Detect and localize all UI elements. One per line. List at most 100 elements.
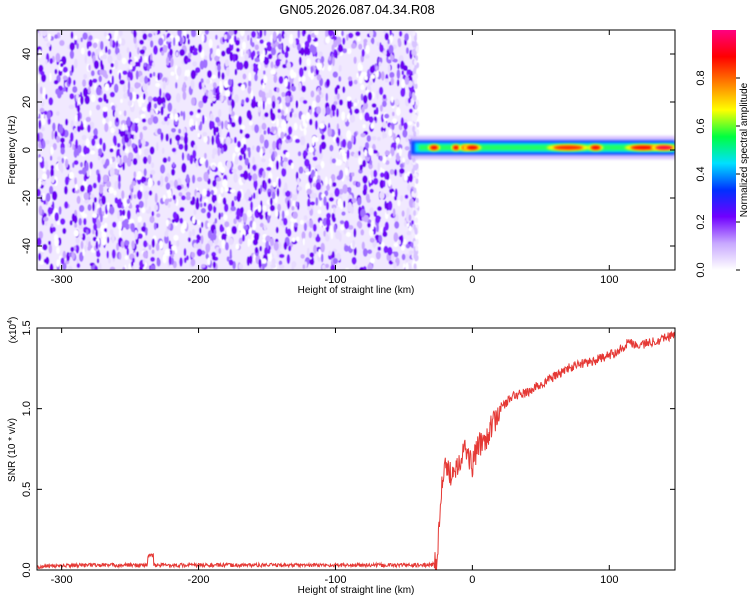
noise-speck bbox=[351, 172, 355, 177]
noise-speck bbox=[71, 213, 76, 222]
noise-speck bbox=[389, 30, 392, 36]
noise-speck bbox=[198, 100, 204, 109]
noise-speck bbox=[316, 164, 322, 171]
noise-speck bbox=[199, 60, 205, 70]
noise-speck bbox=[302, 264, 306, 270]
noise-speck bbox=[390, 96, 394, 103]
noise-speck bbox=[173, 234, 179, 241]
noise-speck bbox=[166, 37, 172, 42]
noise-speck bbox=[315, 170, 318, 178]
noise-speck bbox=[363, 214, 369, 223]
noise-speck bbox=[228, 30, 234, 36]
snr-x-label: Height of straight line (km) bbox=[298, 585, 415, 596]
noise-speck bbox=[348, 32, 354, 39]
noise-edge-speck bbox=[415, 238, 419, 245]
noise-speck bbox=[111, 249, 116, 259]
noise-speck bbox=[282, 161, 287, 169]
noise-speck bbox=[246, 109, 252, 119]
noise-speck bbox=[38, 30, 42, 37]
noise-speck bbox=[240, 206, 244, 214]
noise-speck bbox=[383, 30, 387, 34]
noise-speck bbox=[102, 174, 109, 183]
noise-speck bbox=[354, 265, 359, 270]
noise-speck bbox=[42, 192, 46, 201]
noise-speck bbox=[169, 48, 173, 56]
noise-speck bbox=[143, 240, 148, 248]
noise-speck bbox=[362, 175, 368, 184]
noise-speck bbox=[62, 75, 68, 81]
noise-speck bbox=[136, 170, 142, 180]
noise-speck bbox=[115, 117, 119, 123]
noise-speck bbox=[136, 189, 143, 200]
noise-speck bbox=[335, 50, 338, 59]
noise-speck bbox=[231, 168, 237, 174]
noise-speck bbox=[70, 246, 75, 253]
noise-edge-speck bbox=[415, 73, 419, 80]
noise-speck bbox=[220, 186, 224, 194]
noise-speck bbox=[69, 220, 73, 226]
spectrogram-y-label: Frequency (Hz) bbox=[7, 116, 18, 185]
noise-speck bbox=[155, 106, 159, 115]
noise-speck bbox=[100, 59, 103, 68]
noise-speck bbox=[98, 184, 104, 194]
noise-speck bbox=[329, 192, 334, 198]
noise-speck bbox=[101, 195, 106, 205]
noise-speck bbox=[87, 184, 93, 193]
noise-speck bbox=[328, 197, 334, 202]
noise-speck bbox=[215, 126, 219, 133]
noise-speck bbox=[234, 155, 239, 165]
noise-speck bbox=[230, 206, 236, 212]
noise-speck bbox=[338, 76, 342, 82]
noise-speck bbox=[136, 212, 140, 217]
noise-speck bbox=[236, 193, 241, 203]
noise-speck bbox=[325, 78, 331, 87]
noise-speck bbox=[126, 116, 131, 127]
noise-speck bbox=[102, 118, 106, 125]
noise-speck bbox=[46, 110, 52, 120]
noise-speck bbox=[217, 195, 222, 204]
spectrogram-x-ticks: -300 -200 -100 0 100 bbox=[51, 30, 618, 286]
noise-speck bbox=[203, 171, 209, 182]
noise-speck bbox=[221, 72, 225, 80]
noise-edge-speck bbox=[414, 83, 418, 90]
noise-speck bbox=[187, 38, 191, 45]
noise-speck bbox=[96, 220, 101, 229]
noise-speck bbox=[349, 114, 356, 123]
noise-speck bbox=[154, 204, 159, 211]
noise-speck bbox=[102, 142, 106, 152]
y-tick-label: 0 bbox=[21, 147, 33, 153]
noise-speck bbox=[382, 130, 385, 140]
noise-speck bbox=[246, 34, 250, 42]
noise-speck bbox=[285, 210, 289, 217]
noise-speck bbox=[283, 217, 288, 226]
noise-speck bbox=[396, 69, 401, 79]
noise-speck bbox=[248, 72, 252, 82]
noise-speck bbox=[397, 40, 402, 48]
noise-speck bbox=[68, 104, 75, 110]
noise-speck bbox=[210, 189, 215, 195]
noise-speck bbox=[254, 57, 260, 63]
noise-speck bbox=[211, 153, 215, 160]
noise-edge-speck bbox=[414, 40, 418, 47]
noise-speck bbox=[124, 240, 130, 246]
noise-speck bbox=[212, 261, 216, 269]
noise-speck bbox=[408, 250, 414, 255]
noise-speck bbox=[375, 215, 381, 224]
noise-speck bbox=[376, 223, 379, 233]
noise-speck bbox=[394, 221, 400, 229]
noise-speck bbox=[342, 86, 346, 94]
noise-speck bbox=[201, 264, 206, 268]
noise-edge-speck bbox=[413, 67, 417, 74]
noise-speck bbox=[393, 242, 399, 247]
noise-speck bbox=[319, 201, 322, 207]
noise-speck bbox=[308, 163, 312, 172]
noise-speck bbox=[252, 221, 257, 231]
noise-speck bbox=[304, 168, 309, 173]
noise-speck bbox=[184, 76, 188, 81]
noise-speck bbox=[179, 49, 185, 57]
noise-speck bbox=[192, 61, 198, 67]
noise-speck bbox=[49, 155, 53, 161]
noise-speck bbox=[246, 209, 253, 218]
noise-speck bbox=[281, 115, 285, 120]
noise-speck bbox=[172, 194, 176, 201]
